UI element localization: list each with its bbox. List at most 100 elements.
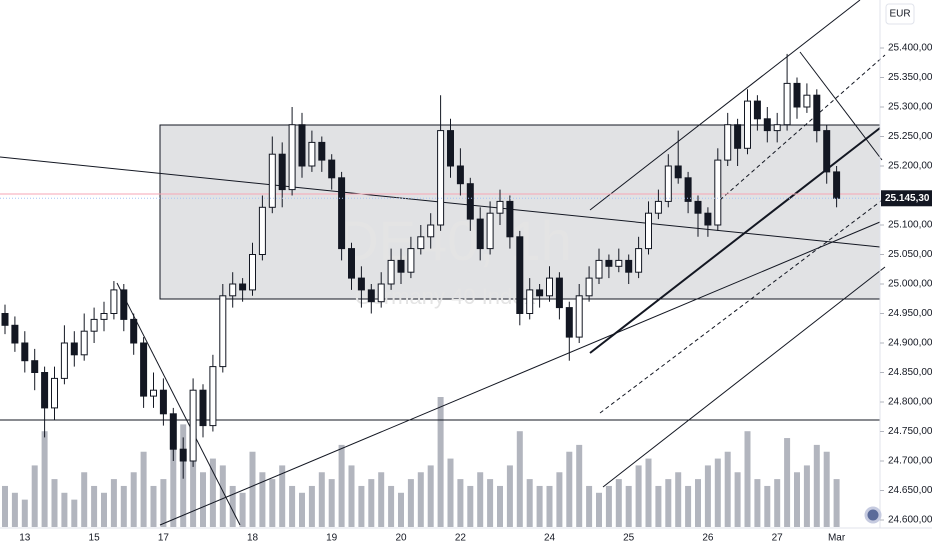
volume-bar [328, 479, 335, 527]
x-tick-label: 15 [89, 533, 101, 544]
candle-body [753, 100, 761, 120]
volume-bar [388, 485, 395, 527]
candle-body [486, 212, 494, 250]
candle-body [654, 200, 662, 214]
candle-body [130, 318, 138, 344]
candle-body [338, 177, 346, 250]
candle-body [21, 342, 29, 362]
volume-bar [556, 472, 563, 527]
volume-bar [71, 499, 78, 527]
candle-body [417, 236, 425, 250]
y-tick-label: 24.950,00 [888, 308, 932, 319]
candle-body [348, 248, 355, 279]
volume-bar [130, 472, 137, 527]
volume-bar [209, 458, 216, 527]
volume-bar [665, 479, 672, 527]
candle-body [744, 100, 751, 149]
volume-bar [150, 485, 157, 527]
candle-body [377, 283, 385, 303]
y-tick-label: 24.650,00 [888, 485, 932, 496]
volume-bar [823, 451, 830, 527]
volume-bar [764, 485, 771, 527]
volume-bar [704, 465, 711, 527]
candle-body [60, 342, 68, 379]
volume-bar [734, 472, 741, 527]
candle-body [565, 307, 573, 338]
candle-body [684, 177, 692, 202]
volume-bar [803, 465, 810, 527]
candle-body [80, 330, 88, 356]
candle-body [635, 248, 643, 273]
volume-bar [407, 479, 414, 527]
x-tick-label: 18 [247, 533, 259, 544]
volume-bar [754, 479, 761, 527]
volume-bar [625, 485, 632, 527]
channel-line [589, 0, 861, 211]
candle-body [625, 259, 633, 273]
candle-body [516, 236, 524, 314]
y-tick-label: 25.200,00 [888, 161, 932, 172]
y-tick-label: 24.850,00 [888, 367, 932, 378]
volume-bar [21, 499, 28, 527]
volume-bar [477, 472, 484, 527]
candle-body [506, 200, 514, 238]
candle-body [734, 124, 742, 149]
candle-body [773, 124, 781, 132]
volume-bar [467, 485, 474, 527]
candle-body [496, 200, 504, 214]
candle-body [169, 413, 177, 450]
x-tick-label: 26 [702, 533, 714, 544]
candle-body [159, 389, 167, 415]
candle-body [437, 130, 445, 226]
currency[interactable]: EUR [889, 9, 910, 20]
y-tick-label: 25.350,00 [888, 72, 932, 83]
volume-bar [497, 485, 503, 527]
volume-bar [487, 479, 494, 527]
candle-body [674, 165, 682, 179]
volume-bar [566, 451, 573, 527]
trend-line [589, 127, 881, 354]
y-tick-label: 25.400,00 [888, 43, 932, 54]
candle-body [704, 212, 712, 226]
candle-body [763, 118, 771, 132]
currency-box[interactable] [885, 3, 915, 25]
volume-bar [536, 485, 543, 527]
candle-body [476, 218, 484, 250]
candle-body [318, 141, 326, 161]
channel-dashed [599, 197, 886, 414]
candle-body [367, 289, 375, 303]
trend-line [159, 221, 881, 526]
x-tick-label: 17 [158, 533, 170, 544]
y-tick-label: 24.600,00 [888, 515, 932, 526]
candle-body [714, 159, 722, 226]
volume-bar [348, 465, 355, 527]
candle-body [90, 318, 98, 332]
candle-body [70, 342, 78, 356]
x-tick-label: 22 [455, 533, 467, 544]
volume-bar [91, 485, 98, 527]
candle-body [278, 153, 286, 191]
volume-bar [784, 438, 791, 527]
last-price-label: 25.145,30 [885, 193, 930, 204]
candle-body [595, 259, 603, 279]
settings-icon[interactable] [864, 506, 882, 524]
trend-line [799, 51, 883, 161]
candle-body [724, 124, 732, 161]
volume-bar [239, 492, 246, 527]
volume-bar [170, 444, 177, 527]
volume-bar [249, 451, 256, 527]
x-tick-label: 27 [772, 533, 784, 544]
y-tick-label: 24.800,00 [888, 397, 932, 408]
volume-bar [813, 444, 820, 527]
candle-body [209, 366, 217, 427]
x-tick-label: 19 [326, 533, 338, 544]
volume-bar [110, 479, 117, 527]
candle-body [466, 183, 474, 220]
volume-bar [655, 485, 662, 527]
y-tick-label: 25.050,00 [888, 249, 932, 260]
volume-bar [51, 479, 58, 527]
candle-body [526, 289, 534, 314]
volume-bar [615, 479, 622, 527]
candle-body [397, 259, 405, 273]
